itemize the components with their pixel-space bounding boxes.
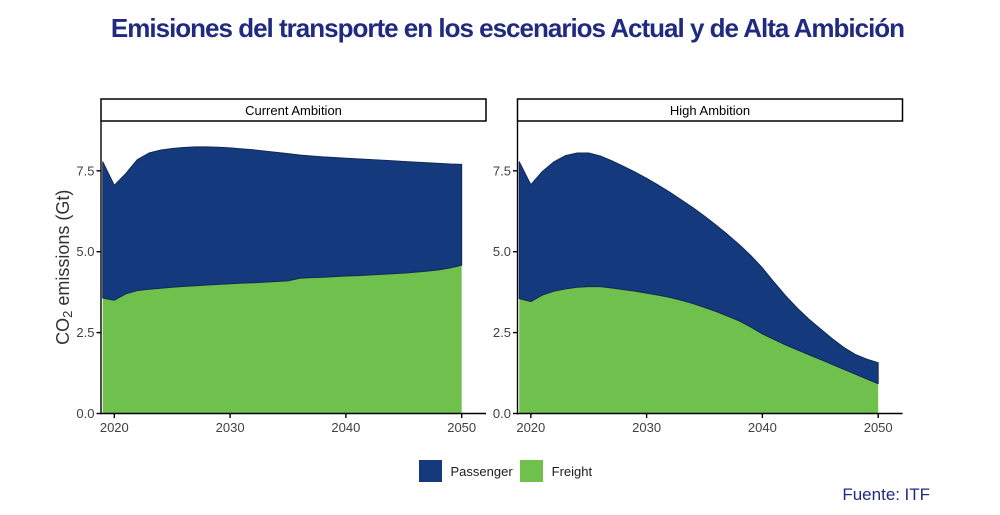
x-tick-label-panel2: 2050 bbox=[864, 420, 893, 435]
y-tick-label-panel2: 7.5 bbox=[493, 163, 511, 178]
passenger-area-panel1 bbox=[102, 146, 463, 301]
y-tick-label-panel1: 0.0 bbox=[76, 406, 94, 421]
y-tick-label-panel1: 7.5 bbox=[76, 163, 94, 178]
freight-swatch bbox=[520, 460, 543, 482]
legend: Passenger Freight bbox=[419, 460, 592, 482]
legend-label-freight: Freight bbox=[551, 463, 593, 479]
x-tick-label-panel2: 2040 bbox=[748, 420, 777, 435]
y-tick-label-panel1: 5.0 bbox=[76, 244, 94, 259]
y-axis-title-subscript: 2 bbox=[60, 311, 75, 318]
y-axis-title: CO2 emissions (Gt) bbox=[53, 190, 75, 345]
panel-header-box-1 bbox=[100, 98, 487, 122]
x-tick-label-panel1: 2050 bbox=[447, 420, 476, 435]
legend-label-passenger: Passenger bbox=[450, 463, 513, 479]
y-tick-label-panel2: 2.5 bbox=[493, 325, 511, 340]
freight-area-panel2 bbox=[519, 286, 879, 414]
y-tick-label-panel2: 0.0 bbox=[493, 406, 511, 421]
y-tick-label-panel1: 2.5 bbox=[76, 325, 94, 340]
legend-item-freight: Freight bbox=[520, 460, 592, 482]
source-value: ITF bbox=[904, 485, 931, 504]
x-tick-label-panel1: 2040 bbox=[331, 420, 360, 435]
panel-title-2: High Ambition bbox=[670, 103, 750, 118]
legend-item-passenger: Passenger bbox=[419, 460, 513, 482]
passenger-area-panel2 bbox=[518, 152, 879, 385]
passenger-swatch bbox=[419, 460, 442, 482]
x-tick-label-panel1: 2020 bbox=[100, 420, 129, 435]
panel-title-1: Current Ambition bbox=[245, 103, 342, 118]
source-label: Fuente: bbox=[842, 485, 900, 504]
x-tick-label-panel2: 2020 bbox=[516, 420, 545, 435]
freight-area-panel1 bbox=[102, 265, 462, 414]
y-axis-title-rest: emissions (Gt) bbox=[53, 190, 73, 311]
panel-header-box-2 bbox=[516, 98, 904, 122]
source-note: Fuente: ITF bbox=[842, 485, 930, 505]
chart-title: Emisiones del transporte en los escenari… bbox=[110, 13, 905, 43]
y-tick-label-panel2: 5.0 bbox=[493, 244, 511, 259]
x-tick-label-panel2: 2030 bbox=[632, 420, 661, 435]
y-axis-title-main: CO bbox=[53, 318, 73, 345]
x-tick-label-panel1: 2030 bbox=[216, 420, 245, 435]
